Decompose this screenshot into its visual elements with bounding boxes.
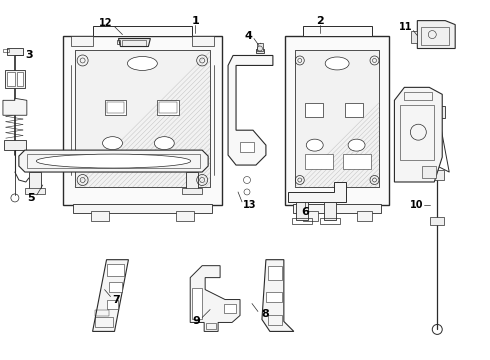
Polygon shape	[303, 26, 371, 36]
Polygon shape	[394, 87, 442, 182]
Bar	[106, 300, 119, 310]
Bar	[100, 151, 135, 167]
Ellipse shape	[325, 57, 349, 70]
Polygon shape	[190, 266, 240, 332]
Bar	[206, 323, 216, 329]
Bar	[25, 188, 45, 194]
Polygon shape	[119, 39, 150, 46]
Text: 11: 11	[399, 22, 412, 32]
Bar	[303, 211, 318, 221]
Polygon shape	[262, 260, 294, 332]
Bar	[73, 204, 212, 213]
Bar	[293, 204, 382, 213]
Bar	[266, 292, 282, 302]
Bar	[292, 218, 312, 224]
Bar	[421, 27, 449, 45]
Bar	[95, 310, 108, 316]
Bar	[430, 217, 444, 225]
Ellipse shape	[36, 154, 191, 168]
Ellipse shape	[348, 139, 365, 151]
Polygon shape	[63, 36, 222, 205]
Bar	[268, 266, 282, 280]
Bar	[3, 49, 9, 53]
Text: 6: 6	[301, 207, 309, 217]
Ellipse shape	[154, 137, 174, 150]
Text: 3: 3	[25, 50, 33, 60]
Bar	[305, 103, 323, 117]
Bar	[357, 211, 371, 221]
Bar	[74, 50, 210, 187]
Bar	[422, 166, 436, 178]
Ellipse shape	[306, 139, 323, 151]
Bar	[192, 288, 202, 319]
Bar	[95, 318, 113, 328]
Bar	[159, 102, 177, 113]
Bar	[74, 50, 210, 187]
Bar	[343, 154, 370, 169]
Text: 4: 4	[244, 31, 252, 41]
Bar	[296, 202, 308, 220]
Bar	[147, 151, 182, 167]
Polygon shape	[288, 182, 345, 202]
Polygon shape	[3, 98, 27, 115]
Bar	[257, 42, 263, 50]
Bar	[240, 142, 254, 152]
Bar	[324, 202, 336, 220]
Bar	[71, 36, 93, 45]
Bar	[7, 48, 23, 55]
Bar	[104, 100, 126, 115]
Bar	[400, 105, 434, 160]
Bar	[295, 50, 379, 187]
Bar	[106, 102, 124, 113]
Bar	[17, 72, 23, 86]
Polygon shape	[93, 26, 192, 36]
Bar	[7, 72, 15, 86]
Bar	[176, 211, 194, 221]
Bar	[108, 282, 122, 292]
Ellipse shape	[127, 57, 157, 71]
Bar	[430, 170, 444, 180]
Bar	[91, 211, 108, 221]
Text: 12: 12	[99, 18, 112, 28]
Polygon shape	[19, 150, 208, 172]
Text: 9: 9	[192, 316, 200, 327]
Bar	[344, 103, 363, 117]
Bar	[106, 264, 124, 276]
Text: 7: 7	[113, 294, 121, 305]
Bar	[305, 154, 333, 169]
Polygon shape	[93, 260, 128, 332]
Bar	[295, 50, 379, 187]
Polygon shape	[285, 36, 390, 205]
Text: 1: 1	[191, 15, 199, 26]
Bar	[182, 188, 202, 194]
Polygon shape	[417, 21, 455, 49]
Polygon shape	[5, 71, 25, 88]
Text: 13: 13	[243, 200, 257, 210]
Bar	[256, 49, 264, 54]
Text: 2: 2	[316, 15, 323, 26]
Bar	[122, 40, 147, 45]
Ellipse shape	[102, 137, 122, 150]
Bar	[157, 100, 179, 115]
Bar	[404, 92, 432, 100]
Polygon shape	[412, 31, 417, 42]
Polygon shape	[228, 55, 273, 165]
Bar	[268, 315, 282, 325]
Bar	[429, 106, 445, 118]
Bar	[186, 172, 198, 190]
Bar	[192, 36, 214, 45]
Bar	[224, 303, 236, 314]
Bar	[29, 172, 41, 190]
Bar	[4, 140, 26, 150]
Text: 8: 8	[261, 310, 269, 319]
Bar	[319, 218, 340, 224]
Text: 5: 5	[27, 193, 35, 203]
Bar	[27, 154, 200, 168]
Text: 10: 10	[410, 200, 423, 210]
